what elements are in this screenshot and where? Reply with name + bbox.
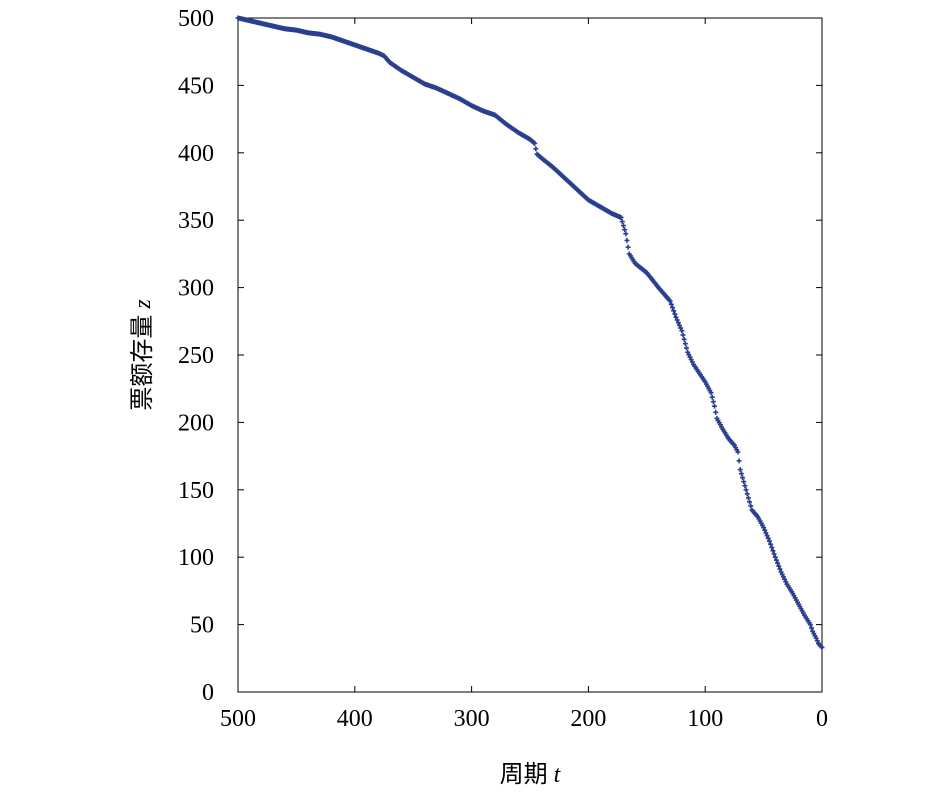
data-point [773,557,779,563]
data-point [748,503,754,509]
data-point [682,341,688,347]
x-axis-label-variable: t [554,762,562,788]
data-point [764,533,770,539]
data-point [624,237,630,243]
data-point [745,495,751,501]
y-axis-label-text: 票额存量 [128,315,156,411]
data-point [742,483,748,489]
data-point [765,535,771,541]
data-point [770,548,776,554]
x-tick-label: 100 [687,706,723,732]
data-point [814,638,820,644]
data-point [776,563,782,569]
data-point [747,499,753,505]
data-point [735,449,741,455]
y-tick-label: 300 [178,276,214,302]
data-point [668,301,674,307]
data-point [675,320,681,326]
data-point [678,325,684,331]
data-point [813,635,819,641]
data-point [669,305,675,311]
data-point [677,322,683,328]
x-tick-label: 500 [220,706,256,732]
data-point [819,645,825,651]
x-tick-label: 400 [337,706,373,732]
data-point [762,527,768,533]
data-point [713,409,719,415]
data-point [768,541,774,547]
data-point [738,471,744,477]
y-tick-label: 200 [178,410,214,436]
data-point [684,345,690,351]
x-axis-label-text: 周期 [500,760,548,788]
data-point [672,311,678,317]
x-tick-label: 0 [816,706,828,732]
data-point [769,544,775,550]
y-tick-label: 450 [178,73,214,99]
data-point [674,317,680,323]
data-point [741,479,747,485]
data-point [679,328,685,334]
y-tick-label: 500 [178,6,214,32]
data-point [761,525,767,531]
data-point [775,560,781,566]
data-point [625,244,631,250]
data-point [532,140,538,146]
data-point [710,399,716,405]
y-tick-label: 0 [202,680,214,706]
data-point [618,215,624,221]
data-point [743,487,749,493]
x-axis-ticks: 500 400 300 200 100 0 [220,18,828,732]
data-point [740,475,746,481]
data-point [673,314,679,320]
x-tick-label: 300 [454,706,490,732]
data-point [712,403,718,409]
data-point [771,551,777,557]
data-point [680,332,686,338]
data-point [808,625,814,631]
data-point [763,530,769,536]
data-point [737,467,743,473]
data-point [708,390,714,396]
y-tick-label: 400 [178,141,214,167]
y-axis-label-variable: z [130,299,156,310]
y-tick-label: 350 [178,208,214,234]
data-point [622,227,628,233]
plot-frame [237,17,823,693]
y-tick-label: 50 [190,613,214,639]
y-tick-label: 150 [178,478,214,504]
y-tick-label: 100 [178,545,214,571]
y-tick-label: 250 [178,343,214,369]
data-point [772,554,778,560]
data-point [623,231,629,237]
data-point [667,298,673,304]
x-tick-label: 200 [570,706,606,732]
data-point [671,308,677,314]
data-point [681,336,687,342]
data-point [777,566,783,572]
data-point [620,223,626,229]
data-point [709,394,715,400]
x-axis-label: 周期 t [500,760,562,788]
plot-border [237,17,823,693]
data-point [619,219,625,225]
data-point [744,491,750,497]
data-point [533,146,539,152]
data-point [736,458,742,464]
data-points [235,15,825,651]
data-point [807,622,813,628]
y-axis-label: 票额存量 z [128,299,156,411]
y-axis-ticks: 0 50 100 150 200 250 300 350 400 450 500 [178,6,822,706]
data-point [766,538,772,544]
